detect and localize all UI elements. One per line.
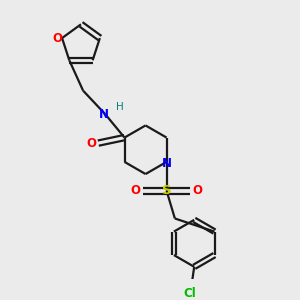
Text: Cl: Cl — [184, 286, 196, 299]
Text: O: O — [52, 32, 62, 45]
Text: O: O — [130, 184, 140, 197]
Text: H: H — [116, 102, 124, 112]
Text: O: O — [193, 184, 203, 197]
Text: S: S — [162, 184, 171, 197]
Text: O: O — [86, 136, 96, 150]
Text: N: N — [162, 157, 172, 170]
Text: N: N — [99, 108, 109, 121]
